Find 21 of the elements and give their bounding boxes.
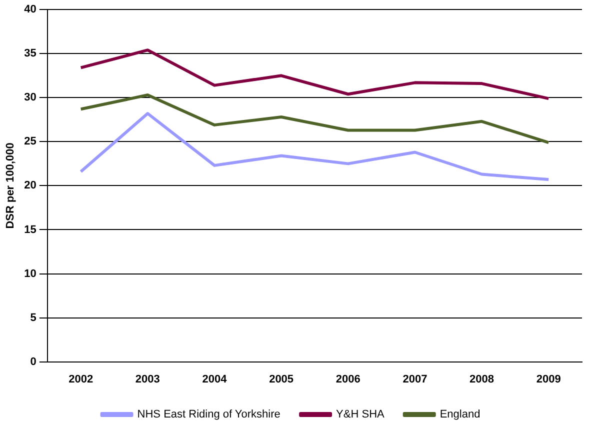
x-tick-label: 2006 — [336, 373, 360, 386]
x-tick-label: 2004 — [202, 373, 228, 386]
y-tick-label: 20 — [24, 180, 36, 192]
y-tick-label: 5 — [30, 312, 36, 324]
x-tick-label: 2009 — [536, 373, 561, 386]
y-tick-label: 0 — [30, 356, 36, 368]
legend-label: England — [440, 408, 480, 421]
x-tick-label: 2005 — [269, 373, 294, 386]
y-axis-title: DSR per 100,000 — [4, 142, 17, 229]
y-tick-label: 40 — [24, 4, 36, 16]
y-tick-label: 10 — [24, 268, 36, 280]
x-tick-label: 2002 — [68, 373, 94, 386]
x-tick-label: 2007 — [402, 373, 428, 386]
x-tick-label: 2008 — [470, 373, 494, 386]
legend-label: NHS East Riding of Yorkshire — [137, 408, 280, 421]
y-tick-label: 15 — [24, 224, 36, 236]
y-tick-label: 30 — [24, 92, 36, 104]
legend-label: Y&H SHA — [336, 408, 386, 421]
x-tick-label: 2003 — [135, 373, 160, 386]
y-tick-label: 25 — [24, 136, 36, 148]
y-tick-label: 35 — [24, 48, 36, 60]
